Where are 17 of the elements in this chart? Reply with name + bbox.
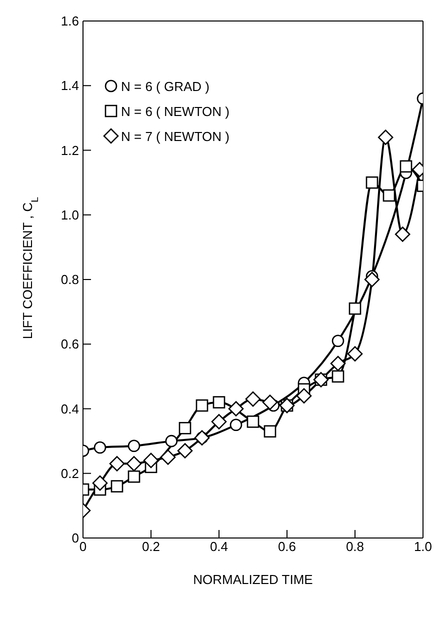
y-tick-label: 0.8 (60, 272, 79, 288)
legend-label: N = 7 ( NEWTON ) (121, 128, 230, 144)
x-tick-label: 0.8 (346, 539, 364, 554)
y-tick-label: 1.2 (60, 142, 79, 158)
x-tick-label: 1.0 (414, 539, 432, 554)
x-axis-title: NORMALIZED TIME (193, 572, 314, 587)
x-tick-label: 0.4 (210, 539, 228, 554)
y-tick-label: 0.2 (60, 466, 79, 481)
y-tick-label: 0.4 (60, 401, 79, 416)
y-tick-label: 1.4 (60, 78, 79, 94)
legend-label: N = 6 ( GRAD ) (121, 78, 210, 94)
y-tick-label: 1.6 (60, 14, 79, 29)
legend-label: N = 6 ( NEWTON ) (121, 104, 230, 118)
x-tick-label: 0.6 (278, 539, 296, 554)
x-tick-label: 0.2 (142, 539, 160, 554)
y-tick-label: 0.6 (60, 336, 79, 352)
y-tick-label: 1.0 (60, 207, 79, 222)
